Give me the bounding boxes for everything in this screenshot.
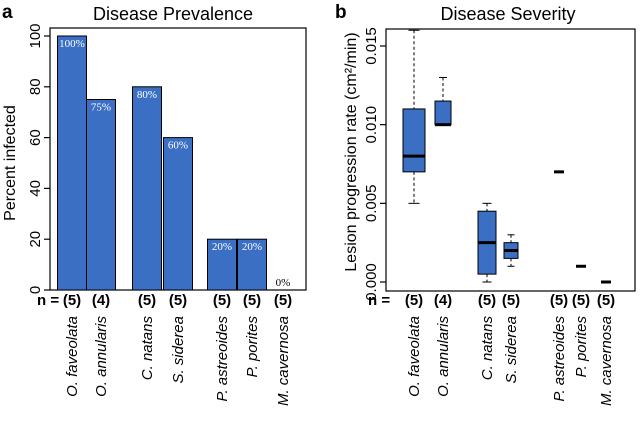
panel-b-title: Disease Severity (440, 4, 575, 24)
panel-a-n-labels: n = (5) (4) (5) (5) (5) (5) (5) (37, 292, 292, 309)
panel-b-letter: b (335, 2, 347, 23)
panel-a-title: Disease Prevalence (93, 4, 253, 24)
panel-a: a Disease Prevalence Percent infected 0 2… (2, 2, 307, 407)
panel-b-plot-frame (385, 28, 636, 292)
box (402, 108, 426, 173)
y-tick-label: 0.015 (363, 27, 380, 65)
n-label: (5) (63, 292, 81, 309)
panel-b-ylabel: Lesion progression rate (cm²/min) (343, 32, 360, 271)
n-label: (4) (434, 292, 452, 309)
n-label: (5) (405, 292, 423, 309)
species-label: S. siderea (503, 316, 520, 384)
n-label: (5) (243, 292, 261, 309)
panel-a-y-axis: 0 20 40 60 80 100 (27, 23, 50, 294)
y-tick-label: 40 (27, 180, 44, 197)
bar (132, 86, 162, 291)
species-label: P. astreoides (551, 316, 568, 402)
n-label: (5) (550, 292, 568, 309)
box (434, 100, 452, 126)
species-label: C. natans (139, 316, 156, 381)
y-tick-label: 60 (27, 129, 44, 146)
panel-b-n-labels: n = (5) (4) (5) (5) (5) (5) (5) (368, 292, 615, 309)
panel-b-species-labels: O. faveolata O. annularis C. natans S. side… (406, 316, 615, 407)
y-tick-label: 100 (27, 23, 44, 48)
n-label: (5) (169, 292, 187, 309)
bar-value-label: 0% (276, 277, 291, 289)
species-label: P. porites (573, 316, 590, 378)
species-label: S. siderea (170, 316, 187, 384)
species-label: M. cavernosa (598, 316, 615, 406)
species-label: O. faveolata (64, 316, 81, 397)
species-label: P. porites (244, 316, 261, 378)
bar-value-label: 60% (168, 140, 188, 152)
n-label: (5) (274, 292, 292, 309)
y-tick-label: 0.000 (363, 263, 380, 301)
species-label: O. faveolata (406, 316, 423, 397)
bar (57, 35, 87, 291)
n-label: (5) (213, 292, 231, 309)
panel-a-ylabel: Percent infected (2, 105, 19, 221)
bar (163, 137, 193, 291)
n-prefix: n = (37, 292, 59, 309)
bar-value-label: 75% (91, 102, 111, 114)
species-label: O. annularis (435, 316, 452, 397)
n-label: (5) (138, 292, 156, 309)
panel-a-letter: a (2, 2, 13, 23)
panel-b-boxes (402, 29, 611, 284)
n-prefix: n = (368, 292, 390, 309)
n-label: (5) (572, 292, 590, 309)
bar-value-label: 80% (137, 89, 157, 101)
panel-a-species-labels: O. faveolata O. annularis C. natans S. side… (64, 316, 292, 407)
bar (237, 238, 267, 291)
bar (207, 238, 237, 291)
bar (86, 99, 116, 291)
n-label: (4) (92, 292, 110, 309)
y-tick-label: 0.010 (363, 106, 380, 144)
panel-b: b Disease Severity Lesion progression ra… (335, 2, 636, 407)
panel-a-bars: 100% 75% 80% 60% 20% 20% 0% (57, 35, 291, 291)
bar-value-label: 20% (212, 241, 232, 253)
y-tick-label: 20 (27, 231, 44, 248)
bar-value-label: 20% (242, 241, 262, 253)
n-label: (5) (597, 292, 615, 309)
n-label: (5) (478, 292, 496, 309)
species-label: P. astreoides (214, 316, 231, 402)
panel-b-y-axis: 0.000 0.005 0.010 0.015 (363, 27, 386, 301)
species-label: M. cavernosa (275, 316, 292, 406)
y-tick-label: 80 (27, 78, 44, 95)
species-label: C. natans (479, 316, 496, 381)
n-label: (5) (502, 292, 520, 309)
y-tick-label: 0 (27, 286, 44, 294)
species-label: O. annularis (93, 316, 110, 397)
bar-value-label: 100% (59, 38, 85, 50)
y-tick-label: 0.005 (363, 185, 380, 223)
